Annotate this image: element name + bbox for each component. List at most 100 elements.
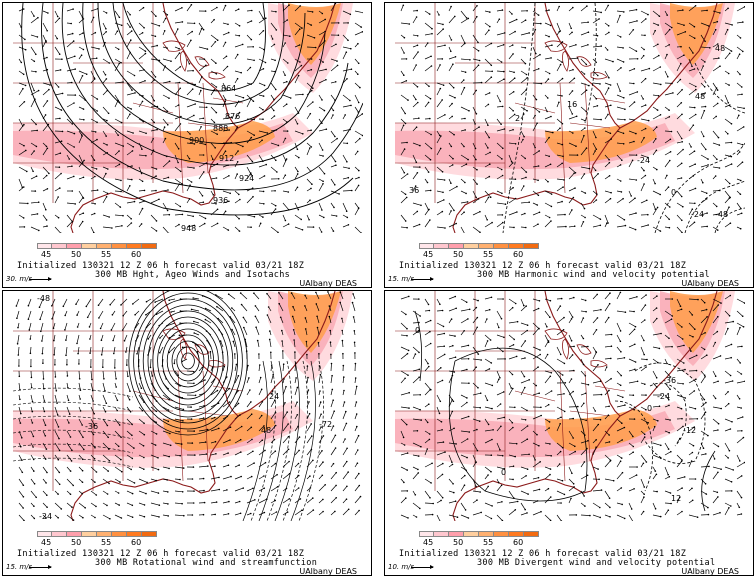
wind-vector xyxy=(652,178,656,184)
wind-vector-head xyxy=(331,374,333,377)
wind-vector xyxy=(556,186,564,192)
wind-vector-head xyxy=(163,30,166,32)
wind-vector xyxy=(113,346,116,354)
wind-vector-head xyxy=(296,173,299,175)
wind-vector-head xyxy=(339,301,342,304)
wind-vector xyxy=(162,58,172,62)
wind-vector xyxy=(556,163,563,168)
wind-vector-head xyxy=(573,369,575,372)
wind-vector xyxy=(330,411,335,420)
wind-vector xyxy=(78,46,84,50)
wind-vector xyxy=(616,225,626,228)
wind-vector-head xyxy=(205,453,208,455)
wind-vector xyxy=(484,29,490,36)
wind-vector-head xyxy=(292,329,295,331)
wind-vector-head xyxy=(144,50,147,52)
wind-vector xyxy=(532,190,539,196)
wind-vector-head xyxy=(490,470,492,473)
wind-vector-head xyxy=(668,109,670,111)
wind-vector-head xyxy=(704,332,706,334)
wind-vector-head xyxy=(334,3,337,5)
wind-vector-head xyxy=(597,423,600,426)
wind-vector-head xyxy=(22,507,24,509)
wind-vector xyxy=(736,161,743,168)
wind-vector xyxy=(342,498,347,504)
wind-vector xyxy=(616,154,623,161)
wind-vector-head xyxy=(691,451,694,454)
wind-vector xyxy=(54,406,59,416)
wind-vector xyxy=(30,17,39,24)
wind-vector-head xyxy=(44,435,47,437)
wind-vector-head xyxy=(170,311,172,313)
wind-vector-head xyxy=(444,44,446,47)
wind-vector xyxy=(580,147,587,156)
wind-vector-head xyxy=(717,445,720,448)
wind-vector xyxy=(352,302,356,312)
wind-vector-head xyxy=(670,130,673,133)
wind-vector-head xyxy=(742,50,744,53)
wind-vector xyxy=(544,137,550,144)
wind-vector-head xyxy=(561,374,564,376)
wind-vector xyxy=(90,57,97,60)
wind-vector-head xyxy=(227,31,230,34)
wind-vector-head xyxy=(314,46,317,49)
wind-vector xyxy=(28,310,32,320)
wind-vector xyxy=(604,345,612,348)
wind-vector xyxy=(544,116,552,120)
wind-vector xyxy=(544,220,552,228)
wind-vector-head xyxy=(547,403,550,406)
wind-vector xyxy=(210,351,212,360)
wind-vector-head xyxy=(155,15,157,17)
wind-vector-head xyxy=(57,493,59,495)
wind-vector-head xyxy=(503,78,505,80)
wind-vector-head xyxy=(727,133,729,135)
wind-vector-head xyxy=(607,222,609,224)
wind-vector-head xyxy=(608,175,611,177)
wind-vector-head xyxy=(572,132,574,134)
wind-vector xyxy=(318,435,324,444)
wind-vector-head xyxy=(477,353,480,355)
wind-vector-head xyxy=(321,99,323,101)
wind-vector-head xyxy=(672,92,674,94)
wind-vector-head xyxy=(16,317,18,319)
wind-vector xyxy=(664,106,670,111)
wind-vector-head xyxy=(22,8,25,10)
wind-vector xyxy=(354,401,357,408)
wind-vector-head xyxy=(668,337,670,340)
wind-vector xyxy=(604,390,610,396)
wind-vector-head xyxy=(623,97,625,99)
wind-vector xyxy=(354,449,359,456)
wind-vector-head xyxy=(419,166,421,168)
wind-vector-head xyxy=(239,512,242,515)
wind-vector-head xyxy=(123,340,126,342)
wind-vector xyxy=(102,166,108,170)
isotach-colorbar xyxy=(419,243,539,249)
wind-vector-head xyxy=(741,416,744,418)
vector-reference-arrow xyxy=(411,565,434,569)
wind-vector-head xyxy=(76,342,78,345)
wind-vector xyxy=(676,322,683,328)
wind-vector xyxy=(194,332,200,336)
colorbar-swatch xyxy=(524,243,539,249)
wind-vector xyxy=(246,98,252,108)
wind-vector-head xyxy=(587,440,589,442)
wind-vector xyxy=(294,166,299,172)
coastline-northeast xyxy=(619,3,718,129)
wind-vector-head xyxy=(251,160,254,163)
wind-vector xyxy=(138,118,144,122)
contour-label: 0 xyxy=(647,404,652,413)
wind-vector-head xyxy=(609,197,612,200)
wind-vector xyxy=(318,128,327,132)
wind-vector-head xyxy=(694,113,697,116)
wind-vector xyxy=(354,202,359,209)
wind-vector-head xyxy=(237,8,240,10)
wind-vector-head xyxy=(490,362,493,364)
wind-vector xyxy=(472,346,479,355)
wind-vector xyxy=(354,510,360,516)
wind-vector-head xyxy=(253,292,255,294)
wind-vector-head xyxy=(585,419,587,422)
wind-vector xyxy=(18,101,25,108)
wind-vector-head xyxy=(550,455,552,457)
wind-vector xyxy=(90,418,96,426)
wind-vector-head xyxy=(561,95,563,97)
